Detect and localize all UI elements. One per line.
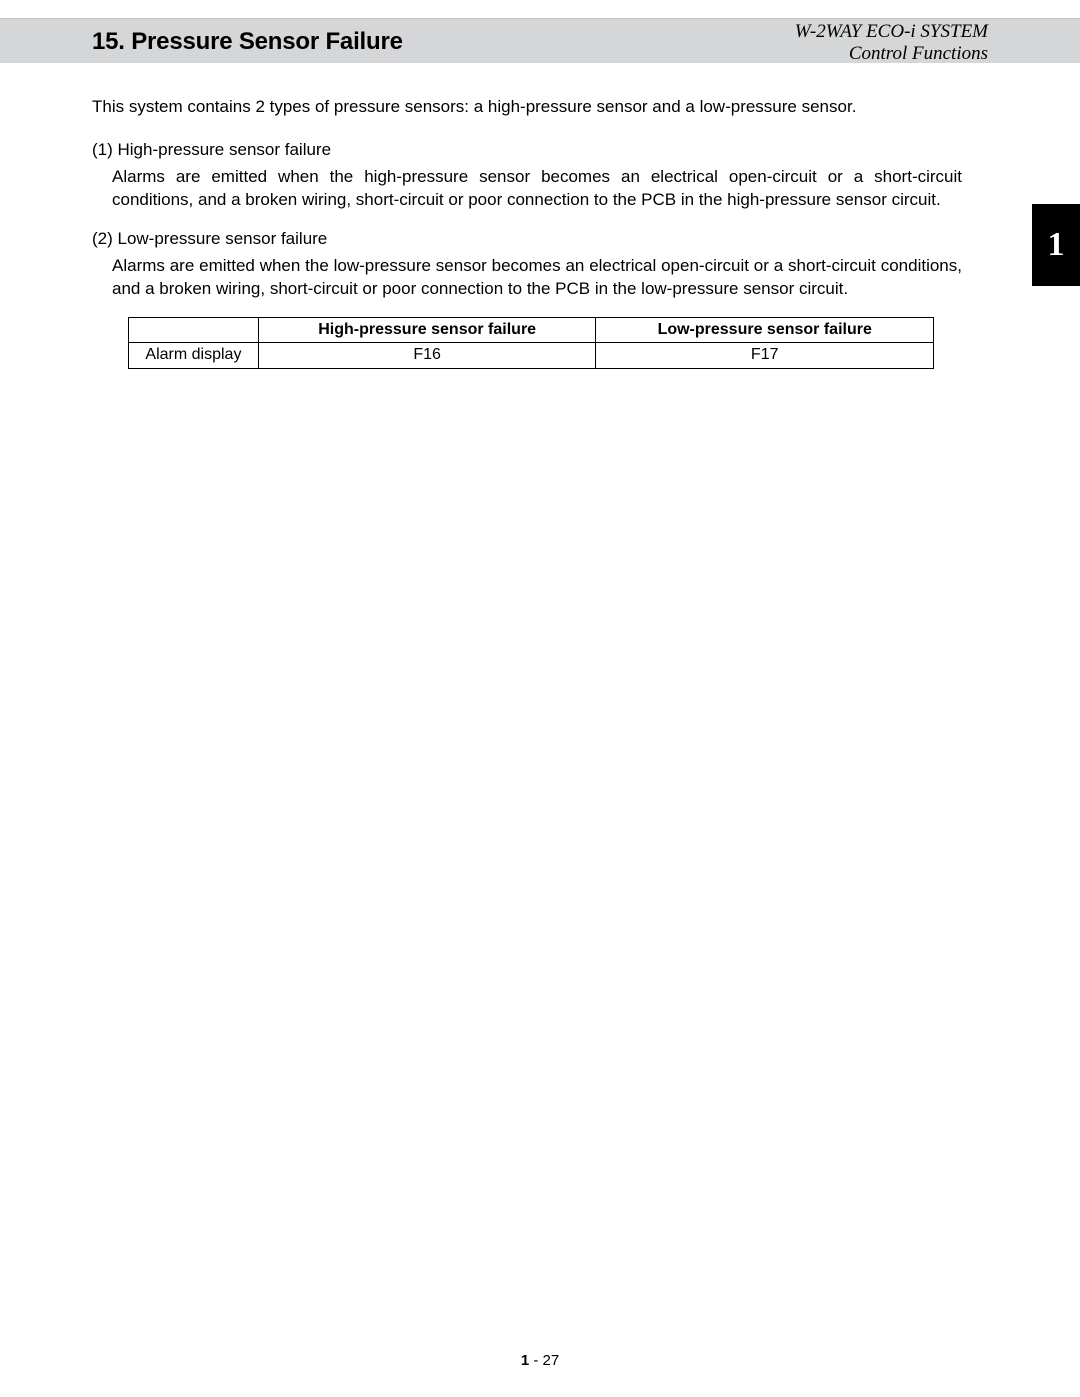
item-body: Alarms are emitted when the high-pressur… <box>92 166 962 212</box>
list-item: (2) Low-pressure sensor failure Alarms a… <box>92 228 962 301</box>
table-cell: F17 <box>596 343 934 369</box>
item-body: Alarms are emitted when the low-pressure… <box>92 255 962 301</box>
table-header-cell: Low-pressure sensor failure <box>596 317 934 343</box>
table-cell: Alarm display <box>129 343 259 369</box>
page: 15. Pressure Sensor Failure W-2WAY ECO-i… <box>0 0 1080 1397</box>
intro-paragraph: This system contains 2 types of pressure… <box>92 96 962 119</box>
table-row: Alarm display F16 F17 <box>129 343 934 369</box>
document-title-line1: W-2WAY ECO-i SYSTEM <box>795 21 988 43</box>
document-title: W-2WAY ECO-i SYSTEM Control Functions <box>795 21 988 65</box>
page-footer: 1 - 27 <box>0 1352 1080 1369</box>
chapter-tab: 1 <box>1032 204 1080 286</box>
footer-page: 27 <box>543 1352 560 1369</box>
alarm-table: High-pressure sensor failure Low-pressur… <box>128 317 934 369</box>
header-bar: 15. Pressure Sensor Failure W-2WAY ECO-i… <box>0 18 1080 63</box>
table-cell: F16 <box>258 343 596 369</box>
section-title: 15. Pressure Sensor Failure <box>92 28 403 56</box>
table-header-cell: High-pressure sensor failure <box>258 317 596 343</box>
list-item: (1) High-pressure sensor failure Alarms … <box>92 139 962 212</box>
item-heading: (1) High-pressure sensor failure <box>92 139 962 162</box>
table-header-row: High-pressure sensor failure Low-pressur… <box>129 317 934 343</box>
item-heading: (2) Low-pressure sensor failure <box>92 228 962 251</box>
document-title-line2: Control Functions <box>795 43 988 65</box>
footer-sep: - <box>529 1352 542 1369</box>
table-header-cell <box>129 317 259 343</box>
body-content: This system contains 2 types of pressure… <box>92 90 962 369</box>
footer-chapter: 1 <box>521 1352 529 1369</box>
